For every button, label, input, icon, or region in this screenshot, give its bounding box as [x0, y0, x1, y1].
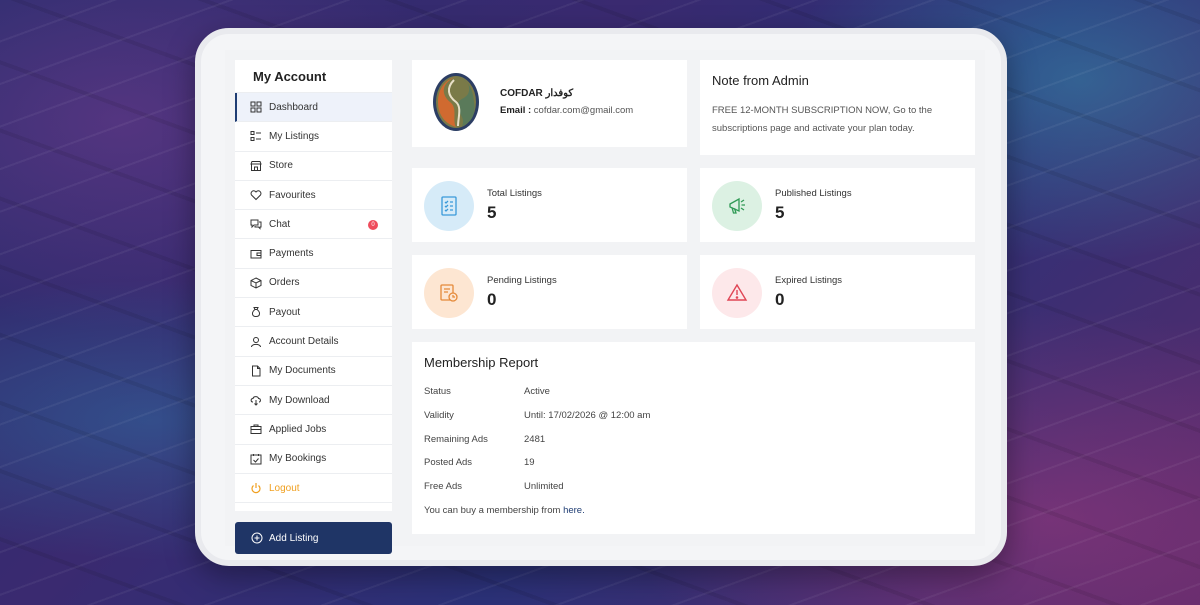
- sidebar-item-label: Dashboard: [269, 101, 318, 113]
- buy-membership-link[interactable]: here.: [563, 505, 585, 516]
- membership-row-status: Status Active: [424, 386, 550, 397]
- document-icon: [250, 365, 262, 377]
- briefcase-icon: [250, 423, 262, 435]
- admin-note-card: Note from Admin FREE 12-MONTH SUBSCRIPTI…: [700, 60, 975, 155]
- wallet-icon: [250, 248, 262, 260]
- row-key: Validity: [424, 410, 454, 421]
- avatar: [432, 72, 480, 132]
- stat-label: Published Listings: [775, 188, 852, 199]
- row-value: Unlimited: [524, 481, 564, 492]
- sidebar-item-store[interactable]: Store: [235, 152, 392, 181]
- stat-card-published-listings[interactable]: Published Listings 5: [700, 168, 975, 242]
- megaphone-icon: [712, 181, 762, 231]
- calendar-check-icon: [250, 453, 262, 465]
- add-listing-button[interactable]: Add Listing: [235, 522, 392, 554]
- sidebar-item-orders[interactable]: Orders: [235, 269, 392, 299]
- membership-row-posted-ads: Posted Ads 19: [424, 457, 535, 468]
- dashboard-screen: My Account Dashboard My Listings Store F…: [225, 50, 985, 554]
- sidebar-item-label: Favourites: [269, 189, 316, 201]
- sidebar-item-my-bookings[interactable]: My Bookings: [235, 445, 392, 474]
- profile-card: COFDAR كوفدار Email : cofdar.com@gmail.c…: [412, 60, 687, 147]
- row-value: 2481: [524, 434, 546, 445]
- membership-footer-text: You can buy a membership from: [424, 505, 564, 516]
- list-icon: [250, 130, 262, 142]
- money-bag-icon: [250, 306, 262, 318]
- warning-triangle-icon: [712, 268, 762, 318]
- row-value: Until: 17/02/2026 @ 12:00 am: [524, 410, 651, 421]
- add-listing-label: Add Listing: [269, 532, 319, 544]
- chat-icon: [250, 218, 262, 231]
- checklist-icon: [424, 181, 474, 231]
- email-label: Email :: [500, 105, 532, 116]
- stat-label: Pending Listings: [487, 275, 557, 286]
- sidebar-item-applied-jobs[interactable]: Applied Jobs: [235, 415, 392, 445]
- membership-report-card: Membership Report Status Active Validity U…: [412, 342, 975, 534]
- sidebar-item-label: Payout: [269, 306, 301, 318]
- sidebar-item-label: Store: [269, 160, 293, 172]
- power-icon: [250, 482, 262, 494]
- tablet-frame: My Account Dashboard My Listings Store F…: [195, 28, 1007, 566]
- note-text: FREE 12-MONTH SUBSCRIPTION NOW, Go to th…: [712, 105, 933, 134]
- sidebar-item-my-documents[interactable]: My Documents: [235, 357, 392, 386]
- membership-row-remaining-ads: Remaining Ads 2481: [424, 434, 545, 445]
- row-key: Posted Ads: [424, 457, 473, 468]
- sidebar-item-label: Logout: [269, 482, 300, 494]
- sidebar-item-label: Chat: [269, 218, 291, 230]
- row-value: Active: [524, 386, 550, 397]
- pending-clock-icon: [424, 268, 474, 318]
- stat-value: 5: [487, 203, 497, 222]
- membership-row-free-ads: Free Ads Unlimited: [424, 481, 564, 492]
- profile-email: Email : cofdar.com@gmail.com: [500, 105, 633, 116]
- sidebar-item-my-download[interactable]: My Download: [235, 386, 392, 416]
- sidebar-item-my-listings[interactable]: My Listings: [235, 122, 392, 152]
- box-icon: [250, 277, 262, 289]
- sidebar-item-label: My Listings: [269, 130, 320, 142]
- sidebar-item-account-details[interactable]: Account Details: [235, 327, 392, 357]
- sidebar-item-label: My Bookings: [269, 453, 327, 465]
- profile-name: COFDAR كوفدار: [500, 88, 574, 99]
- cloud-download-icon: [250, 394, 262, 406]
- store-icon: [250, 160, 262, 172]
- stat-value: 0: [775, 290, 785, 309]
- sidebar-item-payout[interactable]: Payout: [235, 298, 392, 328]
- plus-circle-icon: [251, 532, 263, 544]
- stat-label: Expired Listings: [775, 275, 843, 286]
- stat-card-pending-listings[interactable]: Pending Listings 0: [412, 255, 687, 329]
- stat-label: Total Listings: [487, 188, 542, 199]
- row-key: Status: [424, 386, 451, 397]
- sidebar-title: My Account: [235, 60, 392, 93]
- sidebar-item-label: Applied Jobs: [269, 423, 327, 435]
- email-value: cofdar.com@gmail.com: [533, 105, 634, 116]
- sidebar-item-label: My Download: [269, 394, 330, 406]
- row-key: Free Ads: [424, 481, 463, 492]
- note-title: Note from Admin: [712, 73, 809, 88]
- chat-unread-badge: 0: [368, 220, 378, 231]
- stat-value: 5: [775, 203, 785, 222]
- sidebar-item-chat[interactable]: Chat 0: [235, 210, 392, 240]
- sidebar-item-label: My Documents: [269, 365, 336, 377]
- user-icon: [250, 336, 262, 348]
- membership-footer: You can buy a membership from here.: [424, 505, 585, 516]
- row-key: Remaining Ads: [424, 434, 488, 445]
- stat-card-total-listings[interactable]: Total Listings 5: [412, 168, 687, 242]
- sidebar: My Account Dashboard My Listings Store F…: [235, 60, 392, 511]
- sidebar-item-logout[interactable]: Logout: [235, 474, 392, 504]
- sidebar-item-dashboard[interactable]: Dashboard: [235, 93, 392, 123]
- dashboard-icon: [250, 101, 262, 113]
- sidebar-item-label: Account Details: [269, 336, 339, 348]
- sidebar-item-favourites[interactable]: Favourites: [235, 181, 392, 211]
- sidebar-item-label: Payments: [269, 248, 314, 260]
- row-value: 19: [524, 457, 535, 468]
- membership-title: Membership Report: [424, 355, 539, 370]
- stat-card-expired-listings[interactable]: Expired Listings 0: [700, 255, 975, 329]
- heart-icon: [250, 189, 262, 201]
- sidebar-item-label: Orders: [269, 277, 300, 289]
- sidebar-item-payments[interactable]: Payments: [235, 239, 392, 269]
- membership-row-validity: Validity Until: 17/02/2026 @ 12:00 am: [424, 410, 650, 421]
- stat-value: 0: [487, 290, 497, 309]
